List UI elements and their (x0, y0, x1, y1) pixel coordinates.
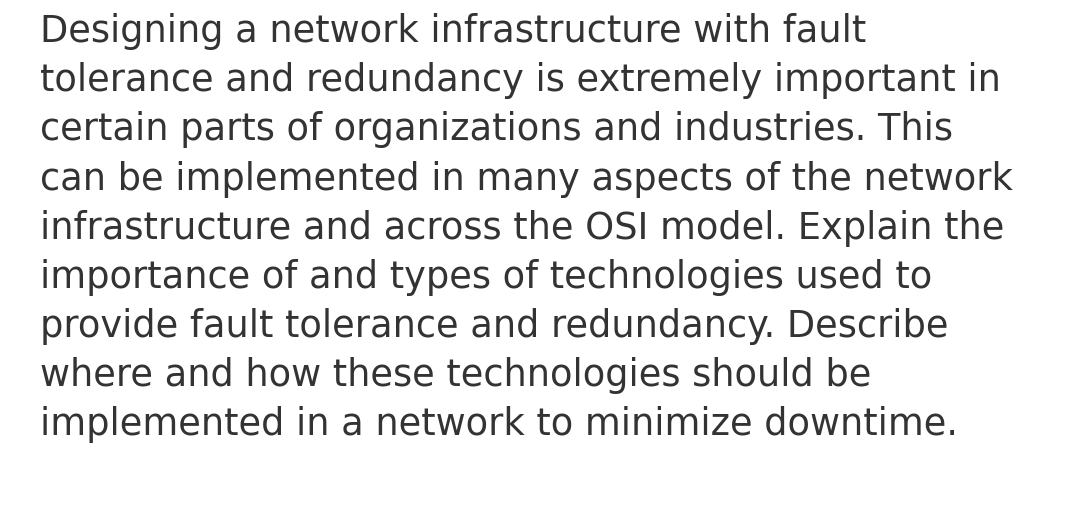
Text: Designing a network infrastructure with fault
tolerance and redundancy is extrem: Designing a network infrastructure with … (40, 13, 1013, 444)
